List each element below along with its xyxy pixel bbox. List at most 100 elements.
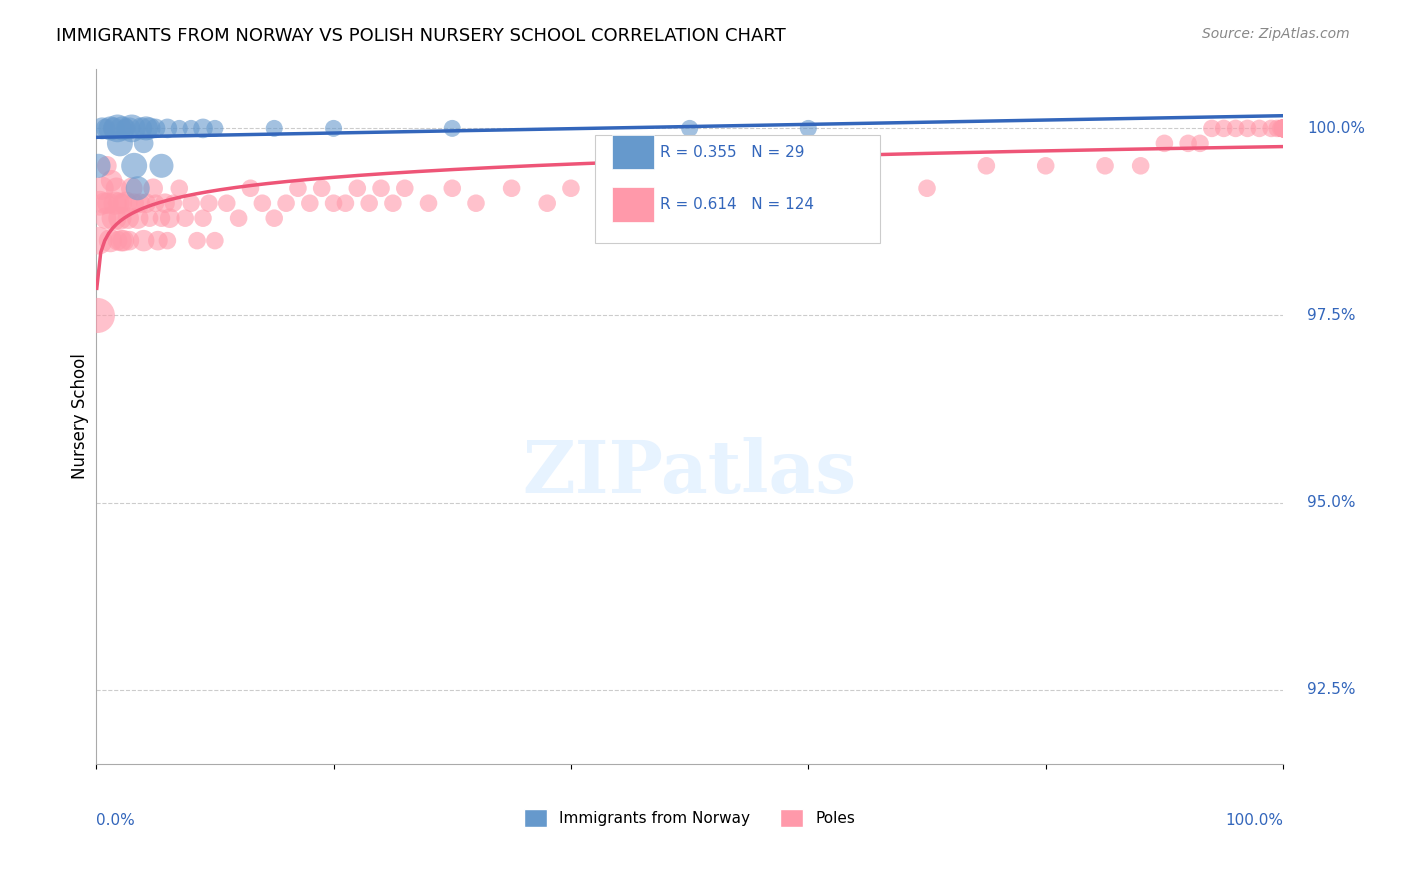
Point: [150, 159, 173, 173]
Point: [87, 159, 110, 173]
Point: [1272, 121, 1295, 136]
Point: [1272, 121, 1295, 136]
Point: [1272, 121, 1295, 136]
Point: [103, 121, 125, 136]
Point: [797, 196, 820, 211]
Point: [1236, 121, 1258, 136]
Point: [110, 234, 132, 248]
Point: [263, 211, 285, 226]
Point: [129, 121, 152, 136]
Point: [108, 136, 131, 151]
Point: [1129, 159, 1152, 173]
Point: [1272, 121, 1295, 136]
Point: [1272, 121, 1295, 136]
Point: [1272, 121, 1295, 136]
Text: R = 0.355   N = 29: R = 0.355 N = 29: [659, 145, 804, 160]
Point: [135, 121, 157, 136]
Point: [1212, 121, 1234, 136]
Point: [94, 121, 117, 136]
Point: [1094, 159, 1116, 173]
Point: [619, 181, 641, 195]
Point: [135, 196, 157, 211]
Point: [1272, 121, 1295, 136]
Point: [127, 211, 149, 226]
Point: [678, 121, 700, 136]
Point: [111, 196, 134, 211]
Point: [1272, 121, 1295, 136]
Point: [127, 181, 149, 195]
Y-axis label: Nursery School: Nursery School: [72, 353, 89, 479]
Text: R = 0.614   N = 124: R = 0.614 N = 124: [659, 197, 814, 211]
Point: [678, 196, 700, 211]
Point: [856, 181, 879, 195]
Point: [145, 121, 167, 136]
Point: [381, 196, 404, 211]
Text: 100.0%: 100.0%: [1306, 121, 1365, 136]
Point: [1272, 121, 1295, 136]
Point: [150, 211, 173, 226]
Point: [1035, 159, 1057, 173]
Point: [1272, 121, 1295, 136]
Point: [89, 196, 111, 211]
FancyBboxPatch shape: [613, 135, 654, 169]
Point: [1272, 121, 1295, 136]
Point: [115, 121, 138, 136]
Point: [252, 196, 274, 211]
Point: [108, 211, 131, 226]
Point: [112, 234, 135, 248]
Point: [1249, 121, 1271, 136]
Point: [142, 181, 165, 195]
Point: [239, 181, 262, 195]
Point: [1272, 121, 1295, 136]
Point: [1272, 121, 1295, 136]
Point: [1272, 121, 1295, 136]
Point: [100, 121, 122, 136]
Point: [174, 211, 197, 226]
Point: [263, 121, 285, 136]
Point: [1272, 121, 1295, 136]
Point: [169, 121, 191, 136]
Point: [441, 181, 464, 195]
Point: [359, 196, 381, 211]
Point: [105, 181, 128, 195]
Point: [1271, 121, 1294, 136]
Point: [1272, 121, 1295, 136]
Point: [595, 196, 617, 211]
Point: [156, 121, 179, 136]
Point: [1188, 136, 1211, 151]
Point: [1272, 121, 1295, 136]
Text: 92.5%: 92.5%: [1306, 682, 1355, 698]
Point: [191, 211, 214, 226]
Point: [1272, 121, 1295, 136]
FancyBboxPatch shape: [595, 135, 880, 243]
Point: [91, 181, 114, 195]
Point: [104, 196, 127, 211]
Point: [441, 121, 464, 136]
Point: [370, 181, 392, 195]
Point: [97, 196, 120, 211]
Point: [346, 181, 368, 195]
Point: [107, 234, 129, 248]
Point: [1272, 121, 1295, 136]
Point: [96, 159, 118, 173]
Text: 95.0%: 95.0%: [1306, 495, 1355, 510]
Point: [1272, 121, 1295, 136]
Point: [797, 121, 820, 136]
Point: [93, 196, 115, 211]
Point: [1272, 121, 1295, 136]
Point: [394, 181, 416, 195]
Point: [287, 181, 309, 195]
Point: [132, 234, 155, 248]
Point: [198, 196, 221, 211]
Point: [91, 121, 114, 136]
Point: [156, 234, 179, 248]
Point: [138, 211, 160, 226]
Point: [87, 234, 110, 248]
Point: [1272, 121, 1295, 136]
Point: [274, 196, 297, 211]
Point: [1260, 121, 1282, 136]
Point: [1272, 121, 1295, 136]
Text: 100.0%: 100.0%: [1225, 814, 1284, 828]
Point: [121, 121, 143, 136]
Point: [335, 196, 357, 211]
